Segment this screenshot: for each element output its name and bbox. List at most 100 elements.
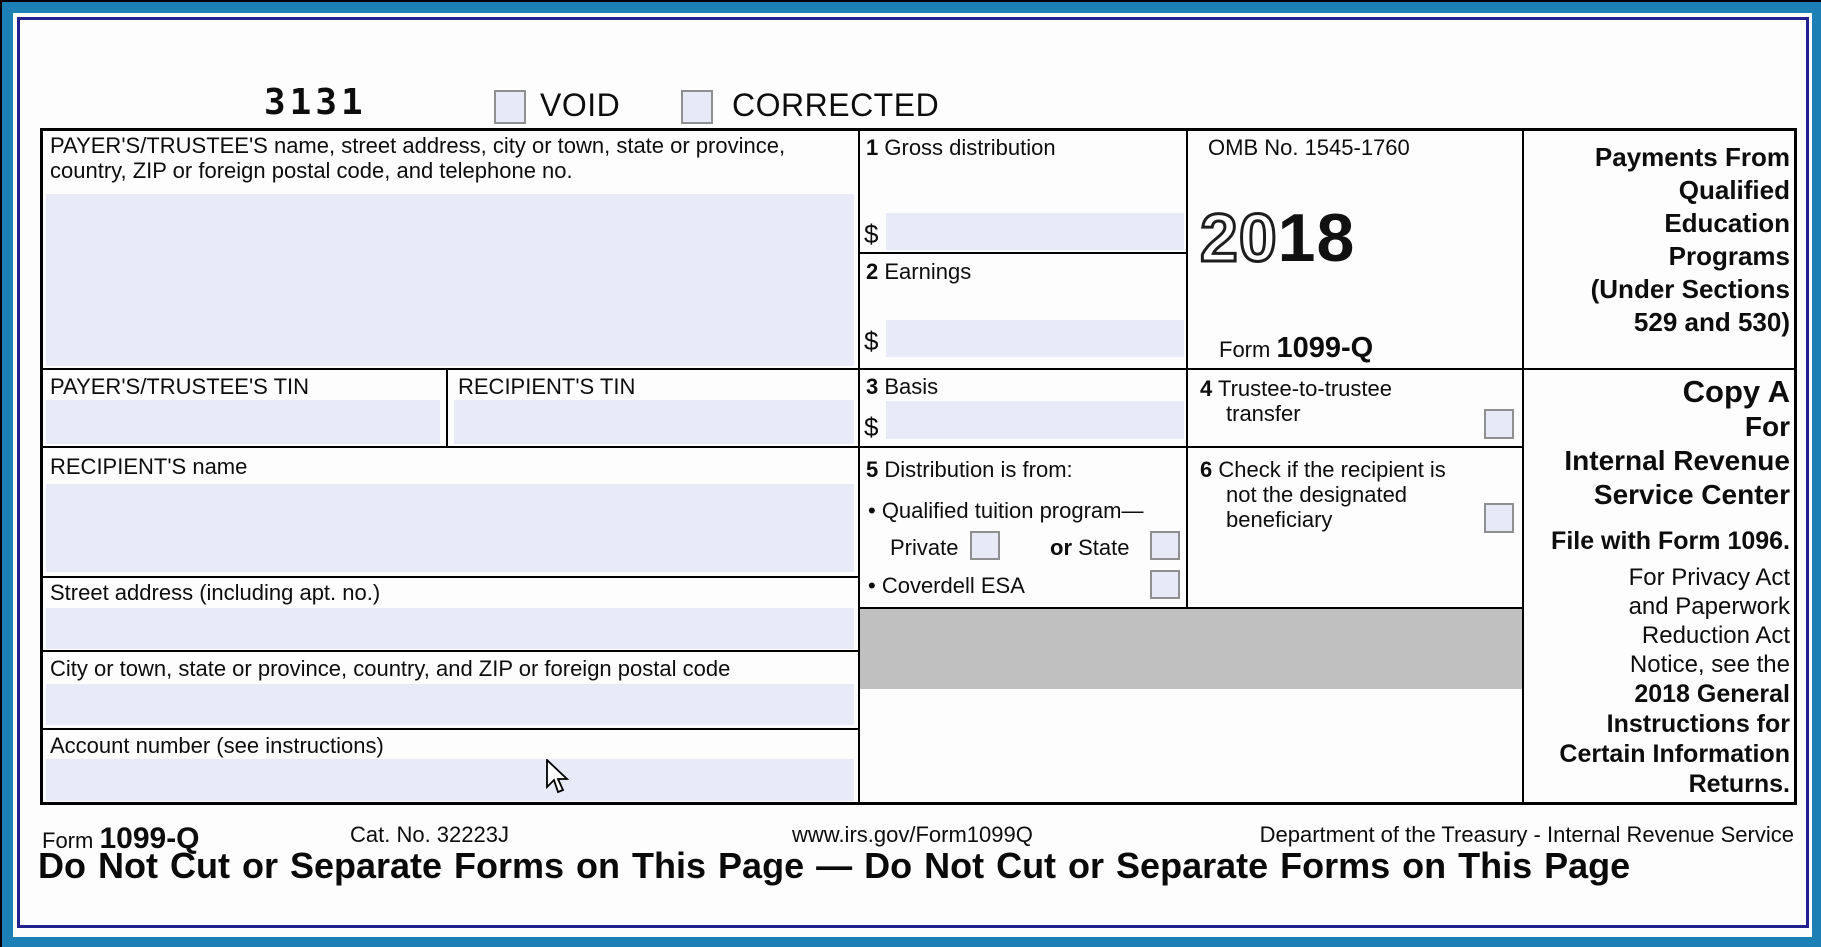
box6-line1: 6 Check if the recipient is: [1200, 457, 1480, 482]
box4-number: 4: [1200, 376, 1213, 401]
box5-option-coverdell: • Coverdell ESA: [868, 573, 1025, 598]
payments-from-title: Payments From Qualified Education Progra…: [1530, 141, 1790, 339]
form-number: 1099-Q: [1276, 332, 1374, 364]
city-label: City or town, state or province, country…: [50, 656, 731, 681]
box6-number: 6: [1200, 457, 1213, 482]
box3-label: 3 Basis: [866, 374, 938, 399]
privacy-line: and Paperwork: [1628, 593, 1790, 620]
copy-a-for: For: [1744, 411, 1790, 442]
instruction-line: Returns.: [1688, 770, 1790, 798]
state-checkbox[interactable]: [1150, 531, 1180, 560]
recipient-tin-field[interactable]: [454, 400, 854, 444]
box1-dollar-sign: $: [864, 219, 879, 249]
box3-amount-field[interactable]: [886, 401, 1184, 439]
box5-private-label: Private: [890, 535, 959, 560]
box3-label-text: Basis: [884, 374, 939, 399]
box1-label: 1 Gross distribution: [866, 135, 1056, 160]
box6-line3: beneficiary: [1226, 507, 1333, 532]
privacy-line: For Privacy Act: [1628, 564, 1790, 591]
irs-url: www.irs.gov/Form1099Q: [792, 822, 1033, 847]
copy-a-block: Copy A For Internal Revenue Service Cent…: [1528, 373, 1790, 799]
print-code: 3131: [264, 82, 367, 123]
account-number-field[interactable]: [46, 759, 854, 801]
private-checkbox[interactable]: [970, 531, 1000, 560]
title-line: Qualified: [1678, 175, 1790, 205]
box3-dollar-sign: $: [864, 412, 879, 442]
privacy-line: Notice, see the: [1629, 651, 1790, 678]
shaded-area: [860, 609, 1522, 689]
box1-amount-field[interactable]: [886, 213, 1184, 250]
footer-form-id: Form 1099-Q: [42, 822, 200, 856]
corrected-label: CORRECTED: [732, 87, 940, 123]
title-line: 529 and 530): [1633, 307, 1790, 337]
box5-label-text: Distribution is from:: [884, 457, 1073, 482]
or-word: or: [1050, 535, 1072, 560]
title-line: Education: [1664, 208, 1790, 238]
copy-a-label: Copy A: [1682, 374, 1790, 409]
payer-info-label: PAYER'S/TRUSTEE'S name, street address, …: [50, 133, 786, 183]
box2-number: 2: [866, 259, 879, 284]
grid-line-box1-box2: [858, 252, 1188, 254]
title-line: Programs: [1668, 241, 1790, 271]
corrected-checkbox[interactable]: [681, 90, 713, 124]
grid-line-tin-divider: [446, 368, 448, 448]
page-inner-border: [17, 17, 1809, 928]
file-with-1096: File with Form 1096.: [1551, 527, 1790, 555]
form-word: Form: [1219, 337, 1271, 362]
void-checkbox[interactable]: [494, 90, 526, 124]
box2-label: 2 Earnings: [866, 259, 971, 284]
privacy-line: Reduction Act: [1641, 622, 1790, 649]
city-field[interactable]: [46, 684, 854, 725]
payer-tin-label: PAYER'S/TRUSTEE'S TIN: [50, 374, 310, 399]
box5-option-qtp: • Qualified tuition program—: [868, 498, 1144, 523]
void-label: VOID: [540, 87, 621, 123]
tax-year: 2018: [1199, 203, 1355, 274]
grid-line-h4: [858, 607, 1524, 609]
trustee-transfer-checkbox[interactable]: [1484, 409, 1514, 439]
box5-number: 5: [866, 457, 879, 482]
instruction-line: Certain Information: [1559, 740, 1790, 768]
payer-info-field[interactable]: [46, 194, 854, 366]
mouse-cursor: [546, 759, 570, 794]
box5-or-state-label: or State: [1050, 535, 1130, 560]
grid-line-h2: [40, 446, 1524, 448]
not-beneficiary-checkbox[interactable]: [1484, 503, 1514, 533]
grid-line-h5: [40, 650, 860, 652]
title-line: Payments From: [1594, 142, 1790, 172]
tax-year-outline-digits: 20: [1199, 200, 1279, 276]
tax-year-solid-digits: 18: [1277, 200, 1356, 276]
box4-label: 4 Trustee-to-trustee transfer: [1200, 376, 1470, 426]
street-address-field[interactable]: [46, 608, 854, 649]
coverdell-checkbox[interactable]: [1150, 570, 1180, 599]
omb-number: OMB No. 1545-1760: [1208, 135, 1410, 160]
box2-label-text: Earnings: [884, 259, 972, 284]
state-word: State: [1078, 535, 1130, 560]
form-table-outline: [40, 128, 1797, 805]
grid-line-v3: [1522, 128, 1524, 805]
box1-label-text: Gross distribution: [884, 135, 1056, 160]
grid-line-h3: [40, 576, 860, 578]
grid-line-h6: [40, 728, 860, 730]
form-number-omb-box: Form 1099-Q: [1219, 332, 1373, 365]
instruction-line: Instructions for: [1606, 710, 1790, 738]
grid-line-h1: [40, 368, 1797, 370]
copy-a-irs1: Internal Revenue: [1564, 445, 1790, 476]
recipient-tin-label: RECIPIENT'S TIN: [458, 374, 636, 399]
box6-line2: not the designated: [1226, 482, 1408, 507]
do-not-cut-banner: Do Not Cut or Separate Forms on This Pag…: [38, 845, 1631, 886]
recipient-name-field[interactable]: [46, 484, 854, 572]
box6-label: 6 Check if the recipient is not the desi…: [1200, 457, 1480, 532]
payer-tin-field[interactable]: [46, 400, 440, 444]
treasury-department-label: Department of the Treasury - Internal Re…: [1259, 822, 1794, 847]
box2-dollar-sign: $: [864, 326, 879, 356]
box2-amount-field[interactable]: [886, 320, 1184, 357]
box4-line2: transfer: [1226, 401, 1301, 426]
box5-label: 5 Distribution is from:: [866, 457, 1073, 482]
box3-number: 3: [866, 374, 879, 399]
box4-line1: 4 Trustee-to-trustee: [1200, 376, 1470, 401]
instruction-line: 2018 General: [1634, 680, 1790, 708]
street-address-label: Street address (including apt. no.): [50, 580, 381, 605]
grid-line-v1: [858, 128, 860, 805]
recipient-name-label: RECIPIENT'S name: [50, 454, 248, 479]
box6-line1-text: Check if the recipient is: [1218, 457, 1446, 482]
